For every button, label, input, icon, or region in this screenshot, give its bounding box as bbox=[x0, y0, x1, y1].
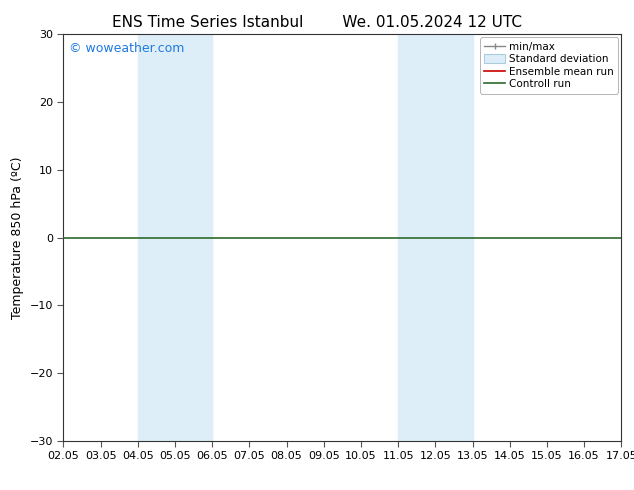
Bar bbox=[398, 34, 472, 441]
Legend: min/max, Standard deviation, Ensemble mean run, Controll run: min/max, Standard deviation, Ensemble me… bbox=[480, 37, 618, 94]
Text: ENS Time Series Istanbul        We. 01.05.2024 12 UTC: ENS Time Series Istanbul We. 01.05.2024 … bbox=[112, 15, 522, 30]
Bar bbox=[138, 34, 212, 441]
Text: © woweather.com: © woweather.com bbox=[69, 43, 184, 55]
Y-axis label: Temperature 850 hPa (ºC): Temperature 850 hPa (ºC) bbox=[11, 156, 24, 319]
